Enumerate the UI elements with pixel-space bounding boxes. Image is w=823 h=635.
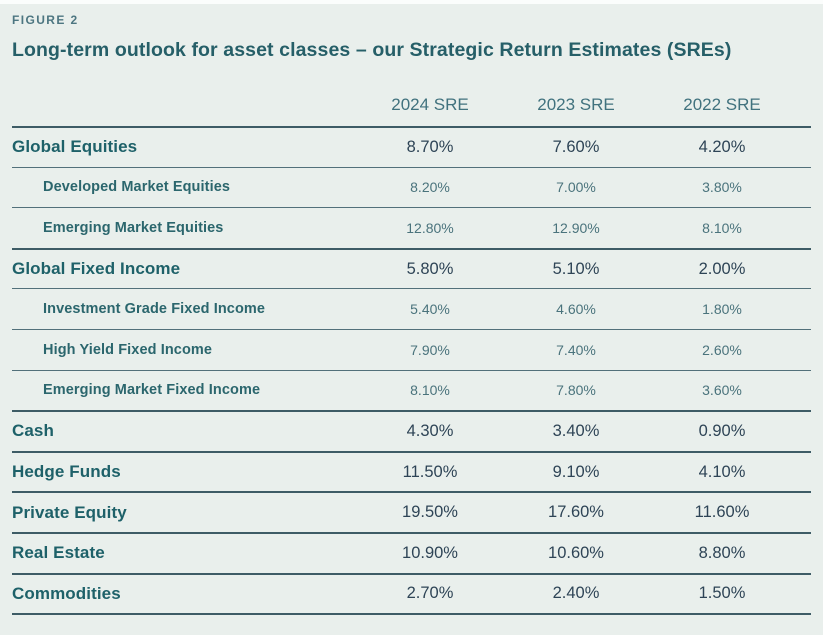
figure-label: FIGURE 2	[12, 13, 79, 27]
column-header-2022: 2022 SRE	[683, 95, 761, 114]
row-value: 3.80%	[702, 179, 742, 196]
row-value: 3.40%	[552, 421, 600, 440]
header-spacer	[12, 115, 357, 126]
row-label: Real Estate	[12, 543, 105, 563]
row-label: Emerging Market Equities	[43, 219, 224, 236]
row-label: Developed Market Equities	[43, 179, 231, 196]
row-value: 0.90%	[698, 421, 746, 440]
table-row: Investment Grade Fixed Income 5.40% 4.60% 1…	[12, 288, 811, 329]
row-value: 17.60%	[548, 503, 604, 522]
row-value: 12.90%	[552, 219, 600, 236]
row-value: 9.10%	[552, 462, 600, 481]
row-value: 4.10%	[698, 462, 746, 481]
table-row: Emerging Market Equities 12.80% 12.90% 8.10…	[12, 207, 811, 248]
row-value: 19.50%	[402, 503, 458, 522]
row-value: 11.60%	[694, 503, 750, 522]
row-value: 7.80%	[556, 382, 596, 399]
table-row: Hedge Funds 11.50% 9.10% 4.10%	[12, 450, 811, 492]
row-value: 10.60%	[548, 543, 604, 562]
row-label: Global Equities	[12, 137, 138, 157]
row-label: Emerging Market Fixed Income	[43, 382, 261, 399]
row-value: 5.40%	[410, 301, 450, 318]
row-label: Private Equity	[12, 502, 127, 522]
table-row: Developed Market Equities 8.20% 7.00% 3.80%	[12, 166, 811, 208]
row-value: 8.80%	[698, 543, 746, 562]
row-value: 7.90%	[410, 341, 450, 358]
table-rows: Global Equities 8.70% 7.60% 4.20% Developed …	[12, 126, 811, 616]
table-row: Private Equity 19.50% 17.60% 11.60%	[12, 491, 811, 532]
row-label: Cash	[12, 421, 54, 441]
table-row: Commodities 2.70% 2.40% 1.50%	[12, 572, 811, 614]
row-label: Commodities	[12, 583, 121, 603]
row-value: 12.80%	[406, 219, 454, 236]
row-label: Global Fixed Income	[12, 259, 181, 279]
row-value: 11.50%	[402, 462, 458, 481]
row-value: 8.10%	[702, 219, 742, 236]
table-row: Emerging Market Fixed Income 8.10% 7.80% 3.…	[12, 369, 811, 411]
table-row: Global Equities 8.70% 7.60% 4.20%	[12, 126, 811, 167]
chart-title: Long-term outlook for asset classes – ou…	[12, 39, 732, 61]
row-label: High Yield Fixed Income	[43, 341, 213, 358]
row-value: 4.20%	[698, 137, 746, 156]
row-label: Hedge Funds	[12, 462, 121, 482]
row-value: 7.00%	[556, 179, 596, 196]
row-value: 8.70%	[406, 137, 454, 156]
row-value: 10.90%	[402, 543, 458, 562]
row-value: 4.30%	[406, 421, 454, 440]
row-value: 1.80%	[702, 301, 742, 318]
table-row: Global Fixed Income 5.80% 5.10% 2.00%	[12, 247, 811, 289]
row-value: 2.60%	[702, 341, 742, 358]
row-value: 7.60%	[552, 137, 600, 156]
row-label: Investment Grade Fixed Income	[43, 301, 266, 318]
row-value: 7.40%	[556, 341, 596, 358]
column-header-2023: 2023 SRE	[537, 95, 615, 114]
row-value: 5.10%	[552, 259, 600, 278]
row-value: 3.60%	[702, 382, 742, 399]
row-value: 8.10%	[410, 382, 450, 399]
table-row: High Yield Fixed Income 7.90% 7.40% 2.60%	[12, 328, 811, 370]
row-value: 8.20%	[410, 179, 450, 196]
column-header-2024: 2024 SRE	[391, 95, 469, 114]
row-value: 1.50%	[698, 584, 746, 603]
row-value: 2.00%	[698, 259, 746, 278]
row-value: 2.70%	[406, 584, 454, 603]
table-row: Real Estate 10.90% 10.60% 8.80%	[12, 531, 811, 573]
table-row: Cash 4.30% 3.40% 0.90%	[12, 410, 811, 451]
row-value: 4.60%	[556, 301, 596, 318]
row-value: 5.80%	[406, 259, 454, 278]
row-value: 2.40%	[552, 584, 600, 603]
table-header-row: 2024 SRE 2023 SRE 2022 SRE	[12, 64, 811, 126]
